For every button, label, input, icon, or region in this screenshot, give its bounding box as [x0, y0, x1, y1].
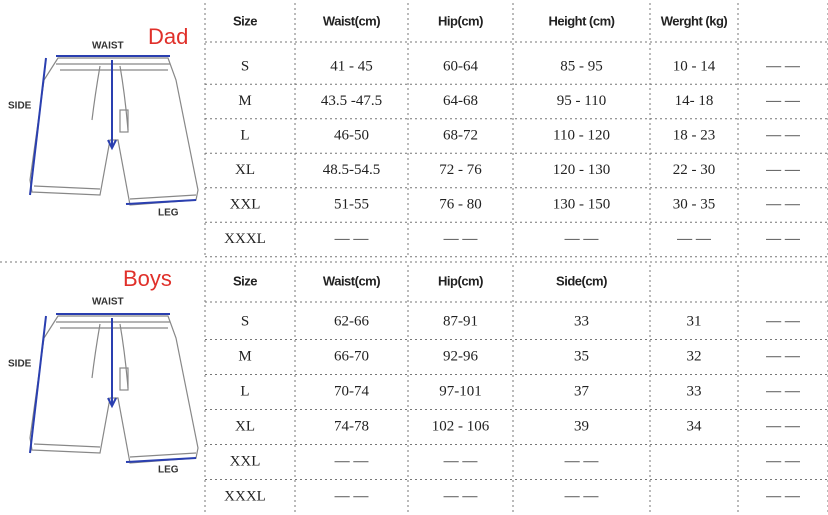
column-header: Side(cm) [556, 273, 607, 288]
table-cell: 34 [687, 418, 703, 434]
table-cell: — — [334, 231, 370, 247]
column-header: Waist(cm) [323, 273, 380, 288]
diagram-label: LEG [158, 208, 179, 219]
diagram-label: WAIST [92, 41, 124, 52]
table-cell: — — [564, 488, 600, 504]
table-cell: XL [235, 162, 255, 178]
table-cell: L [240, 383, 249, 399]
column-header: Size [233, 13, 257, 28]
table-cell: XXXL [224, 488, 266, 504]
table-cell: 64-68 [443, 93, 478, 109]
table-cell: 66-70 [334, 348, 369, 364]
diagram-label: SIDE [8, 359, 32, 370]
table-cell: 22 - 30 [673, 162, 716, 178]
table-cell: 72 - 76 [439, 162, 482, 178]
table-cell: 43.5 -47.5 [321, 93, 382, 109]
table-cell: XXXL [224, 231, 266, 247]
table-cell: — — [765, 93, 801, 109]
table-cell: 95 - 110 [557, 93, 606, 109]
table-cell: — — [765, 231, 801, 247]
table-cell: 70-74 [334, 383, 369, 399]
table-cell: — — [765, 162, 801, 178]
table-cell: 68-72 [443, 127, 478, 143]
table-cell: 18 - 23 [673, 127, 716, 143]
table-cell: 30 - 35 [673, 196, 716, 212]
section-label: Boys [123, 266, 172, 291]
table-cell: — — [443, 453, 479, 469]
table-cell: — — [765, 488, 801, 504]
column-header: Hip(cm) [438, 273, 483, 288]
table-cell: 62-66 [334, 313, 369, 329]
table-cell: — — [765, 453, 801, 469]
column-header: Waist(cm) [323, 13, 380, 28]
diagram-label: LEG [158, 465, 179, 476]
table-cell: — — [765, 196, 801, 212]
table-cell: M [238, 348, 251, 364]
table-cell: — — [765, 127, 801, 143]
table-cell: — — [334, 488, 370, 504]
table-cell: — — [564, 231, 600, 247]
table-cell: 10 - 14 [673, 58, 716, 74]
table-cell: 92-96 [443, 348, 478, 364]
table-cell: 120 - 130 [553, 162, 611, 178]
table-cell: 102 - 106 [432, 418, 490, 434]
table-cell: 41 - 45 [330, 58, 373, 74]
table-cell: XXL [230, 453, 261, 469]
table-cell: — — [443, 488, 479, 504]
table-cell: 76 - 80 [439, 196, 482, 212]
table-cell: 74-78 [334, 418, 369, 434]
column-header: Hip(cm) [438, 13, 483, 28]
table-cell: 31 [687, 313, 702, 329]
table-cell: XXL [230, 196, 261, 212]
table-cell: 97-101 [439, 383, 482, 399]
column-header: Height (cm) [549, 13, 615, 28]
table-cell: 51-55 [334, 196, 369, 212]
table-cell: — — [765, 313, 801, 329]
table-cell: 33 [687, 383, 702, 399]
table-cell: 33 [574, 313, 589, 329]
table-cell: S [241, 313, 249, 329]
table-cell: 14- 18 [675, 93, 714, 109]
table-cell: — — [765, 418, 801, 434]
table-cell: XL [235, 418, 255, 434]
table-cell: M [238, 93, 251, 109]
table-cell: — — [334, 453, 370, 469]
table-cell: — — [765, 58, 801, 74]
table-cell: 60-64 [443, 58, 478, 74]
table-cell: 130 - 150 [553, 196, 611, 212]
column-header: Werght (kg) [661, 13, 728, 28]
table-cell: — — [676, 231, 712, 247]
table-cell: — — [564, 453, 600, 469]
table-cell: — — [443, 231, 479, 247]
table-cell: 110 - 120 [553, 127, 610, 143]
table-cell: 87-91 [443, 313, 478, 329]
table-cell: 39 [574, 418, 589, 434]
table-cell: — — [765, 348, 801, 364]
table-cell: S [241, 58, 249, 74]
table-cell: 48.5-54.5 [323, 162, 381, 178]
table-cell: L [240, 127, 249, 143]
diagram-label: WAIST [92, 297, 124, 308]
table-cell: 35 [574, 348, 589, 364]
diagram-label: SIDE [8, 101, 32, 112]
diagram-boys [29, 313, 199, 464]
table-cell: 85 - 95 [560, 58, 603, 74]
table-cell: 46-50 [334, 127, 369, 143]
table-cell: — — [765, 383, 801, 399]
column-header: Size [233, 273, 257, 288]
table-cell: 32 [687, 348, 702, 364]
table-cell: 37 [574, 383, 590, 399]
diagram-dad [29, 55, 199, 206]
section-label: Dad [148, 24, 188, 49]
